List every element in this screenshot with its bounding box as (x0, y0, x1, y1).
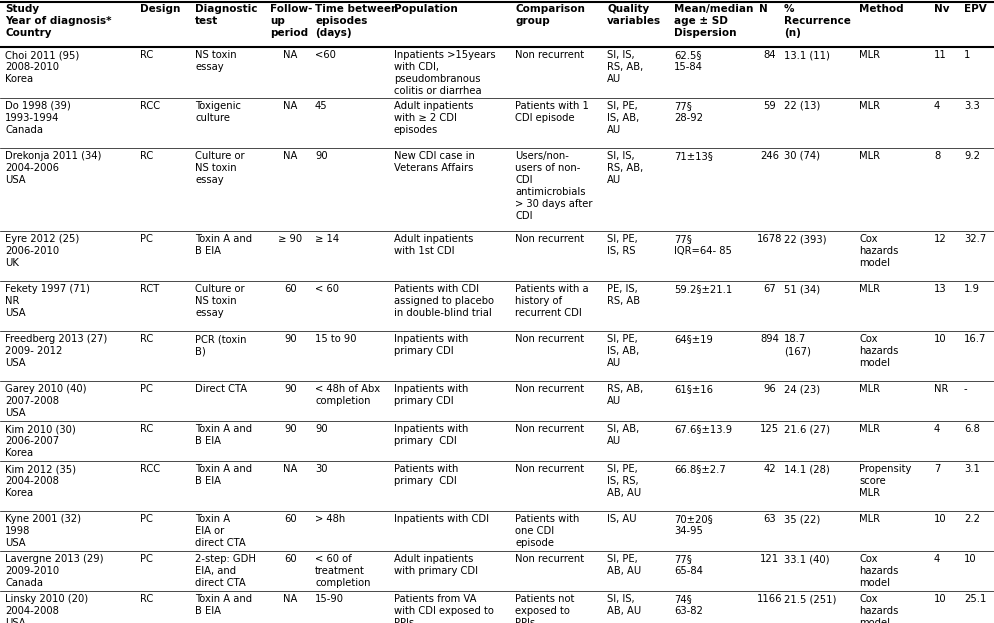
Text: SI, IS,
RS, AB,
AU: SI, IS, RS, AB, AU (607, 50, 643, 84)
Text: < 48h of Abx
completion: < 48h of Abx completion (315, 384, 380, 406)
Text: PC: PC (140, 234, 153, 244)
Text: Comparison
group: Comparison group (515, 4, 584, 26)
Text: Kim 2010 (30)
2006-2007
Korea: Kim 2010 (30) 2006-2007 Korea (5, 424, 76, 458)
Text: RS, AB,
AU: RS, AB, AU (607, 384, 643, 406)
Text: RC: RC (140, 151, 153, 161)
Text: 894: 894 (760, 334, 779, 344)
Text: 2-step: GDH
EIA, and
direct CTA: 2-step: GDH EIA, and direct CTA (195, 554, 255, 588)
Text: Time between
episodes
(days): Time between episodes (days) (315, 4, 399, 38)
Text: PC: PC (140, 384, 153, 394)
Text: RCC: RCC (140, 464, 160, 474)
Text: 15-90: 15-90 (315, 594, 344, 604)
Text: 22 (13): 22 (13) (784, 101, 820, 111)
Text: 77§
65-84: 77§ 65-84 (674, 554, 703, 576)
Text: Non recurrent: Non recurrent (515, 554, 584, 564)
Text: Cox
hazards
model: Cox hazards model (859, 234, 899, 268)
Text: 13: 13 (934, 284, 946, 294)
Text: Adult inpatients
with primary CDI: Adult inpatients with primary CDI (394, 554, 478, 576)
Text: < 60: < 60 (315, 284, 339, 294)
Text: MLR: MLR (859, 50, 880, 60)
Text: Patients with a
history of
recurrent CDI: Patients with a history of recurrent CDI (515, 284, 588, 318)
Text: 60: 60 (284, 284, 297, 294)
Text: 12: 12 (934, 234, 946, 244)
Text: RC: RC (140, 594, 153, 604)
Text: SI, PE,
IS, AB,
AU: SI, PE, IS, AB, AU (607, 101, 639, 135)
Text: 61§±16: 61§±16 (674, 384, 713, 394)
Text: Propensity
score
MLR: Propensity score MLR (859, 464, 911, 498)
Text: EPV: EPV (964, 4, 987, 14)
Text: Drekonja 2011 (34)
2004-2006
USA: Drekonja 2011 (34) 2004-2006 USA (5, 151, 101, 185)
Text: Mean/median
age ± SD
Dispersion: Mean/median age ± SD Dispersion (674, 4, 753, 38)
Text: 10: 10 (934, 514, 946, 524)
Text: 18.7
(167): 18.7 (167) (784, 334, 811, 356)
Text: 77§
28-92: 77§ 28-92 (674, 101, 703, 123)
Text: Follow-
up
period: Follow- up period (270, 4, 312, 38)
Text: 6.8: 6.8 (964, 424, 980, 434)
Text: <60: <60 (315, 50, 336, 60)
Text: Toxin A and
B EIA: Toxin A and B EIA (195, 234, 252, 256)
Text: PC: PC (140, 514, 153, 524)
Text: Linsky 2010 (20)
2004-2008
USA: Linsky 2010 (20) 2004-2008 USA (5, 594, 88, 623)
Text: MLR: MLR (859, 151, 880, 161)
Text: RC: RC (140, 334, 153, 344)
Text: Inpatients with
primary CDI: Inpatients with primary CDI (394, 334, 468, 356)
Text: 1678: 1678 (756, 234, 782, 244)
Text: 30 (74): 30 (74) (784, 151, 820, 161)
Text: 33.1 (40): 33.1 (40) (784, 554, 830, 564)
Text: NA: NA (283, 594, 297, 604)
Text: 70±20§
34-95: 70±20§ 34-95 (674, 514, 713, 536)
Text: 246: 246 (760, 151, 779, 161)
Text: 63: 63 (763, 514, 775, 524)
Text: SI, IS,
AB, AU: SI, IS, AB, AU (607, 594, 641, 616)
Text: Patients from VA
with CDI exposed to
PPIs: Patients from VA with CDI exposed to PPI… (394, 594, 494, 623)
Text: 1.9: 1.9 (964, 284, 980, 294)
Text: Inpatients with
primary CDI: Inpatients with primary CDI (394, 384, 468, 406)
Text: Lavergne 2013 (29)
2009-2010
Canada: Lavergne 2013 (29) 2009-2010 Canada (5, 554, 103, 588)
Text: Quality
variables: Quality variables (607, 4, 661, 26)
Text: 16.7: 16.7 (964, 334, 986, 344)
Text: Nv: Nv (934, 4, 949, 14)
Text: 1166: 1166 (756, 594, 782, 604)
Text: 77§
IQR=64- 85: 77§ IQR=64- 85 (674, 234, 732, 256)
Text: 62.5§
15-84: 62.5§ 15-84 (674, 50, 703, 72)
Text: Toxin A
EIA or
direct CTA: Toxin A EIA or direct CTA (195, 514, 246, 548)
Text: Non recurrent: Non recurrent (515, 464, 584, 474)
Text: Non recurrent: Non recurrent (515, 384, 584, 394)
Text: NA: NA (283, 101, 297, 111)
Text: 67: 67 (763, 284, 776, 294)
Text: Do 1998 (39)
1993-1994
Canada: Do 1998 (39) 1993-1994 Canada (5, 101, 71, 135)
Text: Eyre 2012 (25)
2006-2010
UK: Eyre 2012 (25) 2006-2010 UK (5, 234, 80, 268)
Text: Adult inpatients
with 1st CDI: Adult inpatients with 1st CDI (394, 234, 473, 256)
Text: Garey 2010 (40)
2007-2008
USA: Garey 2010 (40) 2007-2008 USA (5, 384, 86, 418)
Text: Cox
hazards
model: Cox hazards model (859, 334, 899, 368)
Text: 25.1: 25.1 (964, 594, 986, 604)
Text: N: N (759, 4, 767, 14)
Text: 60: 60 (284, 554, 297, 564)
Text: 2.2: 2.2 (964, 514, 980, 524)
Text: Users/non-
users of non-
CDI
antimicrobials
> 30 days after
CDI: Users/non- users of non- CDI antimicrobi… (515, 151, 592, 221)
Text: MLR: MLR (859, 424, 880, 434)
Text: 10: 10 (964, 554, 977, 564)
Text: Fekety 1997 (71)
NR
USA: Fekety 1997 (71) NR USA (5, 284, 89, 318)
Text: %
Recurrence
(n): % Recurrence (n) (784, 4, 851, 38)
Text: -: - (964, 384, 967, 394)
Text: 59: 59 (763, 101, 776, 111)
Text: Patients with CDI
assigned to placebo
in double-blind trial: Patients with CDI assigned to placebo in… (394, 284, 494, 318)
Text: Patients with
one CDI
episode: Patients with one CDI episode (515, 514, 580, 548)
Text: Direct CTA: Direct CTA (195, 384, 248, 394)
Text: PE, IS,
RS, AB: PE, IS, RS, AB (607, 284, 640, 306)
Text: Patients with 1
CDI episode: Patients with 1 CDI episode (515, 101, 588, 123)
Text: 90: 90 (284, 334, 297, 344)
Text: RCT: RCT (140, 284, 159, 294)
Text: Design: Design (140, 4, 180, 14)
Text: Non recurrent: Non recurrent (515, 234, 584, 244)
Text: Cox
hazards
model: Cox hazards model (859, 554, 899, 588)
Text: RCC: RCC (140, 101, 160, 111)
Text: Study
Year of diagnosis*
Country: Study Year of diagnosis* Country (5, 4, 111, 38)
Text: 4: 4 (934, 101, 940, 111)
Text: 60: 60 (284, 514, 297, 524)
Text: Non recurrent: Non recurrent (515, 50, 584, 60)
Text: 10: 10 (934, 594, 946, 604)
Text: Choi 2011 (95)
2008-2010
Korea: Choi 2011 (95) 2008-2010 Korea (5, 50, 80, 84)
Text: 90: 90 (284, 384, 297, 394)
